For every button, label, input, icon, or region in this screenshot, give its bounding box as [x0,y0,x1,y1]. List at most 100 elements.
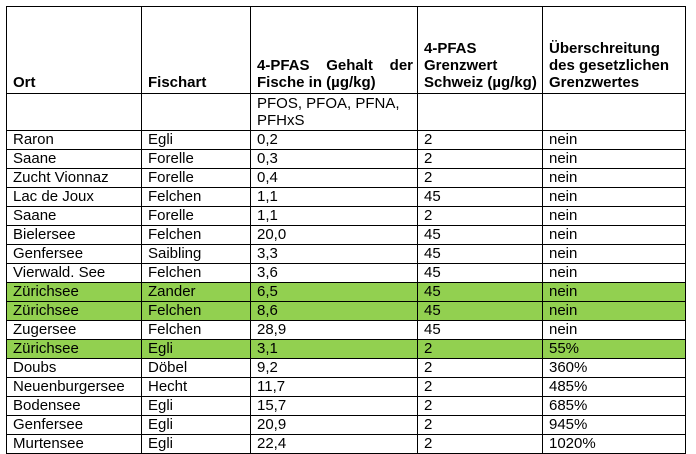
cell-ueberschreitung: nein [542,225,686,245]
subheader-pfas-list: PFOS, PFOA, PFNA, PFHxS [250,93,418,131]
cell-ueberschreitung: nein [542,130,686,150]
cell-fischart: Forelle [141,149,251,169]
cell-ort: Lac de Joux [6,187,142,207]
cell-ueberschreitung: nein [542,263,686,283]
table-row: Zürichsee Zander 6,5 45 nein [6,282,686,302]
header-fischart: Fischart [141,6,251,94]
cell-ueberschreitung: nein [542,149,686,169]
table-row: Saane Forelle 0,3 2 nein [6,149,686,169]
subheader-empty-ueberschreitung [542,93,686,131]
cell-gehalt: 1,1 [250,187,418,207]
cell-fischart: Felchen [141,263,251,283]
cell-gehalt: 0,2 [250,130,418,150]
cell-ueberschreitung: nein [542,187,686,207]
cell-fischart: Forelle [141,168,251,188]
cell-ueberschreitung: nein [542,320,686,340]
cell-ueberschreitung: 55% [542,339,686,359]
header-grenzwert: 4-PFAS Grenzwert Schweiz (µg/kg) [417,6,543,94]
cell-ueberschreitung: 360% [542,358,686,378]
cell-grenzwert: 2 [417,434,543,454]
cell-ort: Bielersee [6,225,142,245]
cell-ort: Raron [6,130,142,150]
cell-ort: Genfersee [6,415,142,435]
table-row: Raron Egli 0,2 2 nein [6,130,686,150]
cell-grenzwert: 2 [417,130,543,150]
cell-grenzwert: 2 [417,149,543,169]
table-row: Doubs Döbel 9,2 2 360% [6,358,686,378]
cell-ort: Saane [6,149,142,169]
cell-fischart: Egli [141,339,251,359]
table-row: Saane Forelle 1,1 2 nein [6,206,686,226]
cell-grenzwert: 45 [417,187,543,207]
subheader-empty-ort [6,93,142,131]
cell-gehalt: 11,7 [250,377,418,397]
cell-ort: Vierwald. See [6,263,142,283]
cell-ueberschreitung: 685% [542,396,686,416]
cell-grenzwert: 2 [417,415,543,435]
cell-fischart: Döbel [141,358,251,378]
cell-fischart: Egli [141,434,251,454]
cell-ort: Doubs [6,358,142,378]
table-row: Genfersee Saibling 3,3 45 nein [6,244,686,264]
cell-grenzwert: 2 [417,339,543,359]
table-row: Genfersee Egli 20,9 2 945% [6,415,686,435]
cell-gehalt: 15,7 [250,396,418,416]
table-row: Bodensee Egli 15,7 2 685% [6,396,686,416]
cell-fischart: Zander [141,282,251,302]
cell-ueberschreitung: nein [542,301,686,321]
cell-grenzwert: 45 [417,282,543,302]
cell-gehalt: 3,1 [250,339,418,359]
cell-fischart: Egli [141,396,251,416]
cell-ueberschreitung: nein [542,168,686,188]
table-row: Zürichsee Felchen 8,6 45 nein [6,301,686,321]
header-ort: Ort [6,6,142,94]
cell-fischart: Felchen [141,187,251,207]
cell-grenzwert: 45 [417,225,543,245]
table-body: Raron Egli 0,2 2 nein Saane Forelle 0,3 2 nein Zuc… [6,130,686,454]
cell-ueberschreitung: nein [542,206,686,226]
cell-ort: Genfersee [6,244,142,264]
cell-grenzwert: 45 [417,244,543,264]
cell-fischart: Saibling [141,244,251,264]
cell-gehalt: 3,6 [250,263,418,283]
cell-grenzwert: 2 [417,377,543,397]
table-row: Murtensee Egli 22,4 2 1020% [6,434,686,454]
cell-fischart: Felchen [141,225,251,245]
cell-grenzwert: 2 [417,168,543,188]
cell-fischart: Egli [141,130,251,150]
table-subheader-row: PFOS, PFOA, PFNA, PFHxS [6,93,686,131]
cell-grenzwert: 45 [417,263,543,283]
cell-grenzwert: 2 [417,358,543,378]
cell-gehalt: 0,4 [250,168,418,188]
cell-gehalt: 0,3 [250,149,418,169]
cell-gehalt: 9,2 [250,358,418,378]
subheader-empty-grenzwert [417,93,543,131]
cell-gehalt: 6,5 [250,282,418,302]
cell-ort: Bodensee [6,396,142,416]
table-row: Bielersee Felchen 20,0 45 nein [6,225,686,245]
table-header-row: Ort Fischart 4-PFAS Gehalt der Fische in… [6,6,686,94]
cell-gehalt: 22,4 [250,434,418,454]
cell-ueberschreitung: 1020% [542,434,686,454]
cell-grenzwert: 45 [417,301,543,321]
cell-fischart: Egli [141,415,251,435]
cell-ort: Zugersee [6,320,142,340]
cell-gehalt: 8,6 [250,301,418,321]
cell-grenzwert: 45 [417,320,543,340]
cell-ueberschreitung: 945% [542,415,686,435]
cell-ueberschreitung: nein [542,282,686,302]
cell-ort: Saane [6,206,142,226]
table-row: Lac de Joux Felchen 1,1 45 nein [6,187,686,207]
cell-ort: Neuenburgersee [6,377,142,397]
cell-ort: Murtensee [6,434,142,454]
cell-fischart: Hecht [141,377,251,397]
cell-grenzwert: 2 [417,206,543,226]
cell-ort: Zürichsee [6,282,142,302]
table-row: Zürichsee Egli 3,1 2 55% [6,339,686,359]
subheader-empty-fischart [141,93,251,131]
table-row: Neuenburgersee Hecht 11,7 2 485% [6,377,686,397]
cell-fischart: Forelle [141,206,251,226]
pfas-table: Ort Fischart 4-PFAS Gehalt der Fische in… [6,6,686,454]
table-row: Vierwald. See Felchen 3,6 45 nein [6,263,686,283]
header-ueberschreitung: Überschreitung des gesetzlichen Grenzwer… [542,6,686,94]
